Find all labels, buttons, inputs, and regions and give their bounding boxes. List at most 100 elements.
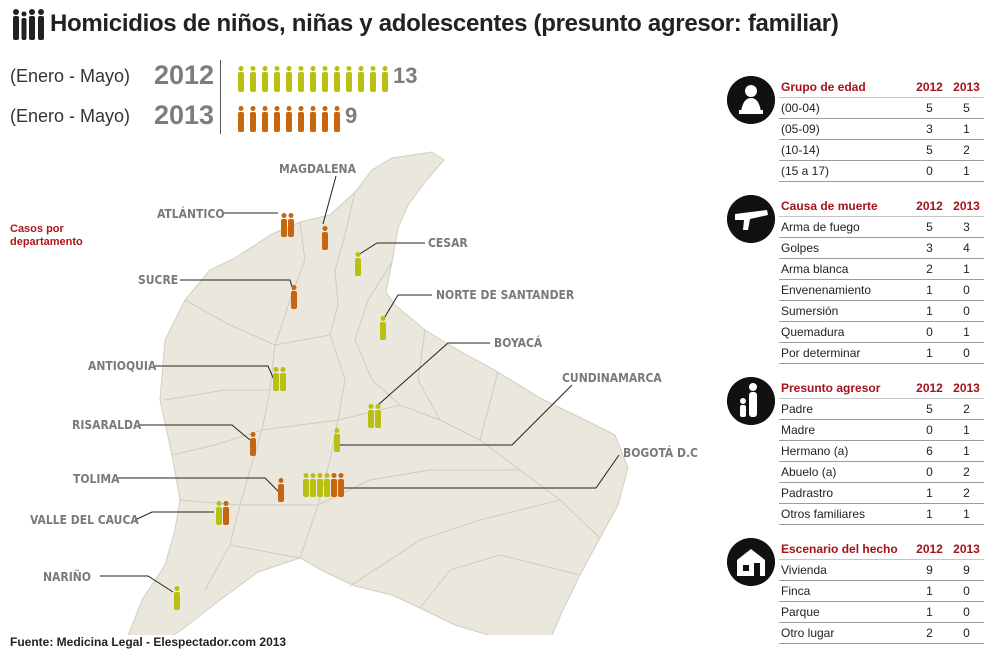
row-label: (00-04): [779, 97, 911, 119]
leader-line: [100, 575, 174, 593]
person-icon: [358, 66, 364, 92]
table-row: Quemadura 0 1: [779, 321, 984, 343]
department-label: TOLIMA: [73, 472, 120, 486]
marker-2012-icon: [273, 367, 279, 391]
row-label: Hermano (a): [779, 440, 911, 462]
data-table: Presunto agresor 2012 2013 Padre 5 2 Madre 0 1 He…: [779, 377, 984, 525]
person-icon: [250, 106, 256, 132]
row-label: Madre: [779, 419, 911, 441]
column-header: 2012: [911, 195, 948, 217]
department-label: ANTIOQUIA: [88, 359, 157, 373]
department-label: CESAR: [428, 236, 468, 250]
value-2013: 0: [948, 300, 984, 322]
row-label: (05-09): [779, 118, 911, 140]
map-note: Casos por departamento: [10, 223, 83, 248]
table-row: Envenenamiento 1 0: [779, 279, 984, 301]
table-row: Padre 5 2: [779, 398, 984, 420]
table-title: Escenario del hecho: [779, 538, 911, 560]
row-label: Envenenamiento: [779, 279, 911, 301]
table-row: Por determinar 1 0: [779, 342, 984, 364]
marker-2012-icon: [280, 367, 286, 391]
family-icon: [13, 9, 44, 40]
table-row: Sumersión 1 0: [779, 300, 984, 322]
table-title: Causa de muerte: [779, 195, 911, 217]
value-2012: 5: [911, 216, 948, 238]
figure-row-2012: [238, 66, 388, 92]
value-2013: 0: [948, 279, 984, 301]
row-label: Otros familiares: [779, 503, 911, 525]
row-label: Quemadura: [779, 321, 911, 343]
map-markers: [100, 175, 620, 610]
table-row: Parque 1 0: [779, 601, 984, 623]
value-2013: 1: [948, 503, 984, 525]
period-label: (Enero - Mayo): [10, 106, 131, 126]
value-2012: 3: [911, 118, 948, 140]
colombia-map: [100, 151, 629, 635]
table-row: (15 a 17) 0 1: [779, 160, 984, 182]
adult-child-icon: [727, 377, 775, 425]
table-row: Finca 1 0: [779, 580, 984, 602]
marker-2012-icon: [303, 473, 309, 497]
leader-line: [138, 424, 251, 441]
row-label: Arma de fuego: [779, 216, 911, 238]
marker-2013-icon: [291, 285, 297, 309]
value-2012: 2: [911, 622, 948, 644]
leader-line: [155, 365, 276, 383]
marker-2013-icon: [278, 478, 284, 502]
total-count: 13: [393, 63, 418, 88]
value-2012: 9: [911, 559, 948, 581]
table-row: (05-09) 3 1: [779, 118, 984, 140]
data-table: Grupo de edad 2012 2013 (00-04) 5 5 (05-09) 3 1(…: [779, 76, 984, 182]
value-2012: 1: [911, 580, 948, 602]
person-icon: [274, 66, 280, 92]
row-label: Padre: [779, 398, 911, 420]
data-table: Escenario del hecho 2012 2013 Vivienda 9 9 Fin…: [779, 538, 984, 644]
period-label: (Enero - Mayo): [10, 66, 131, 86]
table-row: Madre 0 1: [779, 419, 984, 441]
row-label: (10-14): [779, 139, 911, 161]
row-label: (15 a 17): [779, 160, 911, 182]
table-row: (10-14) 5 2: [779, 139, 984, 161]
house-icon: [727, 538, 775, 586]
value-2012: 1: [911, 342, 948, 364]
value-2012: 6: [911, 440, 948, 462]
department-label: NORTE DE SANTANDER: [436, 288, 575, 302]
marker-2013-icon: [331, 473, 337, 497]
gun-icon: [727, 195, 775, 243]
value-2013: 0: [948, 580, 984, 602]
marker-2012-icon: [334, 428, 340, 452]
page-title: Homicidios de niños, niñas y adolescente…: [50, 10, 839, 37]
row-label: Padrastro: [779, 482, 911, 504]
person-icon: [310, 66, 316, 92]
marker-2012-icon: [216, 501, 222, 525]
person-icon: [298, 66, 304, 92]
value-2013: 3: [948, 216, 984, 238]
marker-2012-icon: [355, 252, 361, 276]
table-row: Vivienda 9 9: [779, 559, 984, 581]
table-row: Golpes 3 4: [779, 237, 984, 259]
leader-line: [357, 242, 425, 256]
value-2012: 1: [911, 279, 948, 301]
row-label: Otro lugar: [779, 622, 911, 644]
department-borders: [164, 191, 601, 609]
value-2012: 1: [911, 300, 948, 322]
leader-line: [134, 511, 214, 521]
person-icon: [262, 106, 268, 132]
column-header: 2013: [948, 377, 984, 399]
person-icon: [238, 66, 244, 92]
person-icon: [286, 106, 292, 132]
value-2012: 0: [911, 160, 948, 182]
value-2013: 2: [948, 482, 984, 504]
value-2012: 5: [911, 398, 948, 420]
marker-2012-icon: [317, 473, 323, 497]
person-icon: [250, 66, 256, 92]
value-2013: 0: [948, 601, 984, 623]
value-2013: 1: [948, 440, 984, 462]
row-label: Finca: [779, 580, 911, 602]
person-icon: [334, 66, 340, 92]
leader-line: [382, 294, 432, 321]
person-icon: [334, 106, 340, 132]
value-2013: 1: [948, 321, 984, 343]
year-label: 2013: [154, 100, 215, 130]
column-header: 2012: [911, 76, 948, 98]
